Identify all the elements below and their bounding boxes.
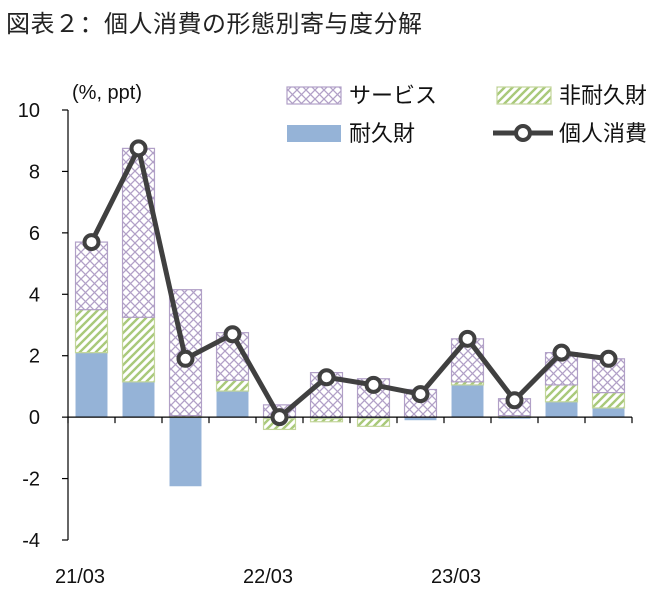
bar-nondurable-21-12 xyxy=(215,379,250,392)
bar-durable-22-12 xyxy=(404,417,437,421)
bar-durable-23-06 xyxy=(498,417,531,419)
point-consumption-23-03 xyxy=(458,329,477,348)
bar-durable-21-09 xyxy=(169,417,202,487)
point-consumption-21-12 xyxy=(223,325,242,344)
bar-nondurable-21-06 xyxy=(121,316,156,383)
bar-nondurable-22-09 xyxy=(356,418,391,427)
legend-label-nondurable: 非耐久財 xyxy=(559,83,646,108)
y-tick-label: 8 xyxy=(29,161,40,183)
bar-durable-21-12 xyxy=(216,391,249,418)
y-tick-label: 6 xyxy=(29,223,40,245)
y-tick-label: -4 xyxy=(22,530,40,552)
line-consumption xyxy=(89,145,609,420)
bar-durable-23-12 xyxy=(592,407,625,418)
bar-services-23-12 xyxy=(591,358,626,394)
legend-swatch-nondurable xyxy=(496,86,552,105)
x-tick-label: 22/03 xyxy=(243,566,293,588)
point-consumption-22-06 xyxy=(317,368,336,387)
legend-marker-consumption xyxy=(514,124,532,142)
y-tick-label: 10 xyxy=(18,100,40,122)
point-consumption-22-09 xyxy=(364,375,383,394)
bar-nondurable-23-12 xyxy=(591,391,626,409)
bar-durable-21-03 xyxy=(75,352,108,418)
bar-services-21-06 xyxy=(121,147,156,318)
y-tick-label: 4 xyxy=(29,284,40,306)
point-consumption-23-09 xyxy=(552,343,571,362)
legend-label-consumption: 個人消費 xyxy=(559,121,646,146)
bar-nondurable-21-03 xyxy=(74,309,109,354)
point-consumption-21-06 xyxy=(129,139,148,158)
x-tick-label: 23/03 xyxy=(431,566,481,588)
point-consumption-21-03 xyxy=(82,233,101,252)
point-consumption-21-09 xyxy=(176,349,195,368)
bar-services-21-03 xyxy=(74,241,109,311)
y-tick-label: 0 xyxy=(29,407,40,429)
point-consumption-23-12 xyxy=(599,349,618,368)
y-axis-label: (%, ppt) xyxy=(72,82,142,104)
bar-durable-22-09 xyxy=(357,417,390,419)
legend-label-services: サービス xyxy=(349,83,437,108)
bar-durable-23-03 xyxy=(451,384,484,418)
bar-durable-21-06 xyxy=(122,381,155,418)
chart-title: 図表２：個人消費の形態別寄与度分解 xyxy=(6,10,423,38)
bar-nondurable-22-06 xyxy=(309,418,344,423)
point-consumption-23-06 xyxy=(505,391,524,410)
bar-durable-23-09 xyxy=(545,401,578,418)
point-consumption-22-12 xyxy=(411,385,430,404)
x-tick-label: 21/03 xyxy=(55,566,105,588)
legend-swatch-durable xyxy=(287,125,341,142)
y-tick-label: -2 xyxy=(22,469,40,491)
bar-durable-22-06 xyxy=(310,417,343,419)
point-consumption-22-03 xyxy=(270,408,289,427)
legend-swatch-services xyxy=(286,86,342,105)
y-tick-label: 2 xyxy=(29,346,40,368)
legend-label-durable: 耐久財 xyxy=(349,121,415,146)
bar-nondurable-23-09 xyxy=(544,384,579,403)
